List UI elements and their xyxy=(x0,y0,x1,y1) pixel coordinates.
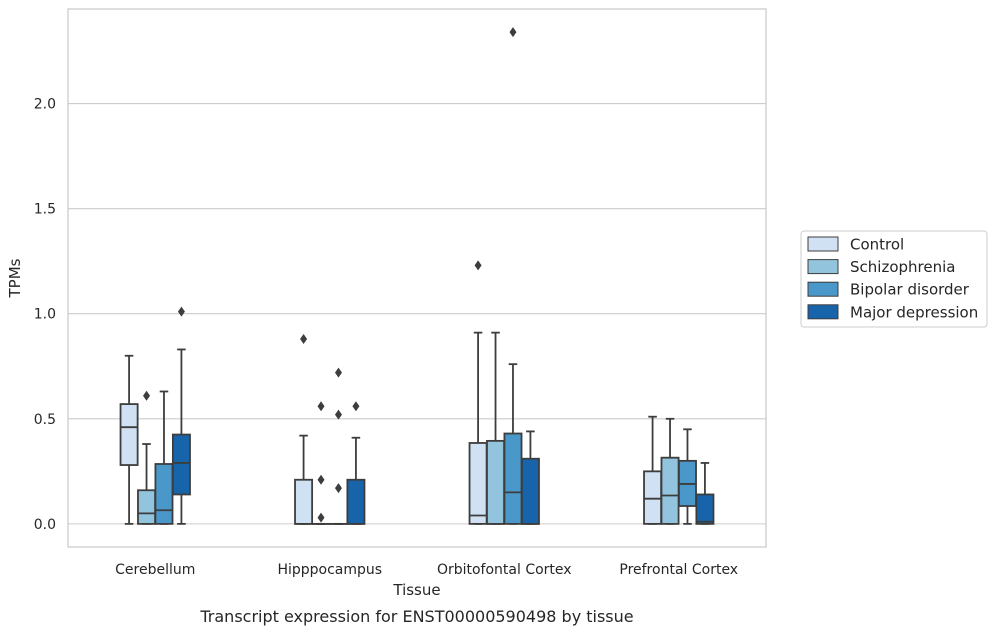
box xyxy=(468,442,488,525)
outlier-point xyxy=(334,483,342,494)
figure-caption: Transcript expression for ENST0000059049… xyxy=(199,607,633,626)
outlier-point xyxy=(334,409,342,420)
box xyxy=(486,439,505,525)
box xyxy=(660,456,680,525)
legend-label: Schizophrenia xyxy=(850,258,955,276)
y-axis-ticks: 0.0 0.5 1.0 1.5 2.0 xyxy=(34,97,56,533)
plot-frame xyxy=(67,8,767,548)
outlier-point xyxy=(474,260,482,271)
box xyxy=(119,403,139,466)
outlier-point xyxy=(317,401,325,412)
y-tick-label: 0.0 xyxy=(34,517,56,533)
box xyxy=(171,433,191,496)
series-major-depression xyxy=(171,306,715,525)
x-tick-label: Hipppocampus xyxy=(277,562,382,578)
y-axis-label: TPMs xyxy=(6,258,24,298)
series-control xyxy=(119,260,663,525)
legend: Control Schizophrenia Bipolar disorder Majo… xyxy=(800,230,988,328)
legend-swatch xyxy=(807,259,839,275)
box xyxy=(503,432,523,525)
box xyxy=(643,470,663,525)
x-tick-label: Cerebellum xyxy=(115,562,195,578)
outlier-point xyxy=(143,390,151,401)
outlier-point xyxy=(300,333,308,344)
outlier-point xyxy=(317,512,325,523)
box xyxy=(695,493,715,525)
legend-label: Major depression xyxy=(850,303,978,321)
outlier-point xyxy=(509,27,517,38)
series-schizophrenia xyxy=(137,331,680,525)
y-tick-label: 1.5 xyxy=(34,202,56,218)
y-tick-label: 0.5 xyxy=(34,412,56,428)
legend-swatch xyxy=(807,281,839,297)
box xyxy=(294,478,314,525)
y-tick-label: 1.0 xyxy=(34,307,56,323)
box xyxy=(137,489,156,525)
box xyxy=(346,478,366,525)
x-tick-label: Orbitofontal Cortex xyxy=(437,562,572,578)
x-axis-ticks: Cerebellum Hipppocampus Orbitofontal Corte… xyxy=(115,562,738,578)
outlier-point xyxy=(177,306,185,317)
legend-label: Bipolar disorder xyxy=(850,281,970,299)
box xyxy=(154,463,174,525)
x-tick-label: Prefrontal Cortex xyxy=(619,562,738,578)
legend-swatch xyxy=(807,236,839,252)
outlier-point xyxy=(317,474,325,485)
series-bipolar-disorder xyxy=(154,27,697,525)
legend-label: Control xyxy=(850,236,904,254)
legend-swatch xyxy=(807,304,839,320)
y-tick-label: 2.0 xyxy=(34,97,56,113)
outlier-point xyxy=(334,367,342,378)
legend-frame xyxy=(800,230,988,328)
box xyxy=(520,457,540,525)
outlier-point xyxy=(352,401,360,412)
x-axis-label: Tissue xyxy=(392,581,440,599)
box-series-group xyxy=(119,27,715,525)
